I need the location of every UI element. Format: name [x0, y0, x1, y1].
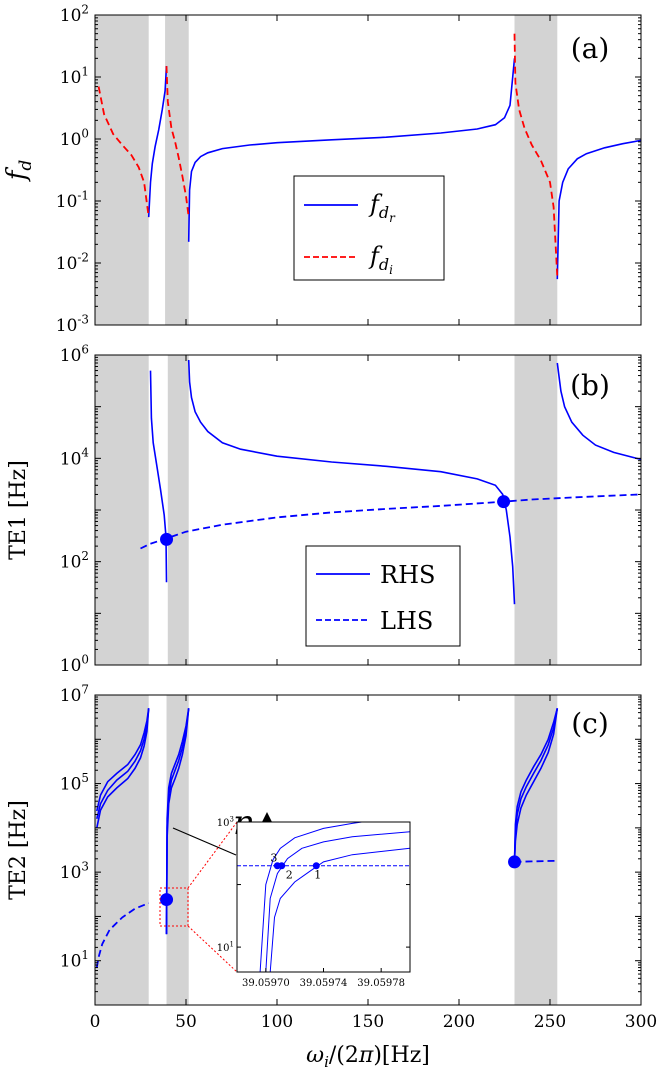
series-line — [96, 708, 150, 819]
series-group — [140, 359, 641, 605]
inset: 32 1 101 103 39.05970 39.05974 39.05978 — [187, 816, 411, 989]
inset-x-tick-label: 39.05974 — [300, 978, 348, 989]
inset-point — [312, 862, 320, 870]
data-point — [508, 855, 522, 869]
x-tick-label: 250 — [534, 1012, 566, 1032]
panel-tag: (c) — [571, 707, 609, 740]
panel-c: 101 103 105 107 0 50 100 150 200 250 300 (c) TE2 [Hz… — [6, 682, 657, 1071]
panel-b: 100 102 104 106 (b) TE1 [Hz] RHS LHS — [6, 342, 642, 676]
series-line — [165, 708, 190, 935]
legend-box — [293, 175, 445, 281]
inset-x-tick-label: 39.05970 — [242, 978, 290, 989]
legend-label: LHS — [380, 607, 433, 635]
series-line — [187, 58, 516, 242]
arrow-head — [261, 812, 273, 824]
series-line — [147, 66, 168, 218]
inset-series — [237, 822, 410, 972]
series-line — [556, 362, 641, 461]
x-tick-label: 200 — [443, 1012, 475, 1032]
y-tick-label: 102 — [60, 549, 89, 573]
series-line — [513, 708, 559, 862]
inset-point-label: 2 — [286, 869, 293, 882]
y-tick-label: 101 — [60, 64, 89, 88]
data-point — [497, 495, 511, 509]
shaded-band — [514, 355, 558, 665]
shaded-band — [514, 15, 558, 325]
y-tick-label: 100 — [60, 652, 89, 676]
y-axis-label: TE2 [Hz] — [6, 800, 31, 900]
series-line — [556, 139, 641, 280]
inset-curve — [265, 831, 410, 972]
shaded-band — [95, 355, 149, 665]
inset-bg — [237, 822, 410, 972]
series-line — [513, 33, 559, 277]
data-point — [160, 532, 174, 546]
x-axis-label: ωi/(2π)[Hz] — [306, 1043, 430, 1071]
series-group — [95, 708, 559, 968]
inset-x-tick-label: 39.05978 — [357, 978, 405, 989]
inset-curve — [269, 847, 410, 972]
y-tick-label: 100 — [60, 126, 89, 150]
y-tick-label: 10-2 — [56, 250, 89, 274]
y-tick-label: 102 — [60, 2, 89, 26]
series-line — [513, 708, 559, 862]
series-line — [187, 359, 516, 605]
zoom-box — [159, 887, 189, 927]
series-line — [149, 370, 168, 583]
y-tick-label: 107 — [60, 682, 89, 706]
y-tick-label: 10-3 — [56, 312, 89, 336]
legend-box — [305, 545, 461, 647]
legend-label: RHS — [380, 561, 435, 589]
legend: RHS LHS — [305, 545, 461, 647]
x-tick-label: 300 — [625, 1012, 657, 1032]
inset-point-label: 1 — [314, 869, 321, 882]
x-tick-label: 150 — [352, 1012, 384, 1032]
shaded-band — [95, 695, 149, 1005]
x-tick-label: 0 — [90, 1012, 101, 1032]
inset-y-tick-label: 101 — [217, 941, 234, 955]
series-line — [97, 86, 150, 218]
series-line — [140, 493, 641, 550]
y-tick-label: 106 — [60, 342, 89, 366]
zoom-connector — [187, 821, 238, 889]
data-point — [160, 893, 174, 907]
panel-tag: (a) — [571, 32, 610, 65]
y-tick-label: 10-1 — [56, 188, 89, 212]
shaded-band — [95, 15, 149, 325]
inset-y-tick-label: 103 — [217, 816, 234, 830]
x-tick-label: 50 — [175, 1012, 197, 1032]
zoom-connector — [187, 925, 238, 973]
shaded-band — [167, 355, 189, 665]
series-group — [97, 33, 641, 280]
y-axis-label: fd — [2, 160, 36, 183]
shaded-band — [165, 15, 189, 325]
y-tick-label: 103 — [60, 859, 89, 883]
inset-point — [278, 862, 286, 870]
series-line — [96, 708, 150, 829]
y-axis-label: TE1 [Hz] — [6, 460, 31, 560]
y-tick-label: 104 — [60, 446, 89, 470]
inset-point-label: 3 — [270, 852, 277, 865]
y-tick-label: 101 — [60, 948, 89, 972]
panel-tag: (b) — [570, 369, 610, 402]
y-tick-label: 105 — [60, 771, 89, 795]
annotation-line — [172, 827, 237, 856]
series-line — [96, 708, 150, 812]
x-tick-label: 100 — [261, 1012, 293, 1032]
inset-curve — [259, 822, 366, 972]
